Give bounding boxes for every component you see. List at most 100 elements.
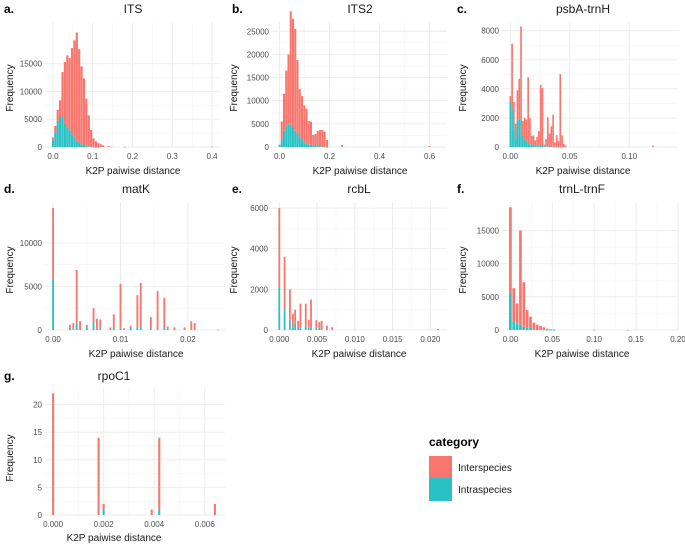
bar-interspecies — [552, 114, 554, 147]
bar-interspecies — [61, 72, 64, 117]
bar-interspecies — [532, 135, 535, 146]
bar-intraspecies — [511, 109, 513, 147]
bar-intraspecies — [52, 279, 55, 330]
bar-interspecies — [539, 84, 542, 146]
bar-intraspecies — [92, 146, 95, 148]
bar-interspecies — [548, 133, 551, 147]
bar-interspecies — [298, 89, 301, 138]
y-tick-label: 5000 — [24, 282, 42, 291]
bar-interspecies — [75, 32, 78, 141]
bar-interspecies — [294, 28, 297, 131]
bar-interspecies — [299, 303, 302, 328]
bar-intraspecies — [545, 329, 549, 331]
bar-intraspecies — [512, 321, 516, 330]
bar-intraspecies — [325, 329, 328, 331]
bar-intraspecies — [521, 135, 524, 147]
bar-interspecies — [52, 393, 55, 515]
x-axis-title: K2P paiwise distance — [312, 349, 407, 360]
bar-intraspecies — [56, 120, 59, 147]
panel-title: ITS — [124, 2, 143, 16]
bar-interspecies — [112, 314, 115, 328]
y-tick-label: 6000 — [250, 204, 268, 213]
legend-swatch-intraspecies — [429, 478, 452, 501]
bar-intraspecies — [296, 134, 299, 147]
bar-interspecies — [529, 117, 531, 145]
bar-interspecies — [545, 328, 549, 330]
bar-interspecies — [87, 115, 90, 147]
bar-interspecies — [546, 117, 549, 147]
bar-interspecies — [92, 308, 95, 323]
bar-interspecies — [519, 230, 522, 325]
bar-interspecies — [511, 43, 513, 110]
bar-intraspecies — [525, 327, 529, 330]
bar-interspecies — [51, 137, 55, 141]
y-axis-title: Frequency — [5, 434, 16, 481]
panel-rcbl: 0.000 0.005 0.010 0.015 0.020 0 2000 4000 6000 e… — [229, 182, 447, 360]
x-tick-label: 0.4 — [206, 152, 218, 161]
bar-intraspecies — [557, 146, 560, 148]
legend-label-intraspecies: Intraspecies — [458, 485, 512, 496]
bar-interspecies — [95, 318, 98, 330]
y-tick-label: 0 — [38, 143, 43, 152]
legend-swatch-interspecies — [429, 456, 452, 479]
bar-intraspecies — [520, 119, 522, 147]
bar-interspecies — [314, 134, 317, 146]
bar-intraspecies — [514, 138, 517, 147]
bar-interspecies — [521, 120, 524, 136]
bar-interspecies — [190, 321, 193, 330]
bar-intraspecies — [285, 126, 288, 147]
bar-intraspecies — [539, 145, 542, 147]
bar-interspecies — [149, 316, 152, 329]
bar-intraspecies — [300, 140, 304, 147]
bar-interspecies — [318, 130, 322, 147]
bar-interspecies — [539, 326, 542, 330]
bar-interspecies — [54, 125, 57, 133]
bar-intraspecies — [68, 130, 71, 147]
bar-interspecies — [303, 105, 306, 143]
bar-interspecies — [522, 282, 526, 327]
bar-interspecies — [437, 328, 439, 330]
bar-intraspecies — [509, 101, 512, 147]
bar-intraspecies — [529, 328, 532, 330]
panel-trnl-trnf: 0.00 0.05 0.10 0.15 0.20 0 5000 10000 15000 f. t… — [457, 182, 685, 360]
bar-interspecies — [552, 329, 556, 331]
x-tick-label: 0.000 — [43, 520, 64, 529]
bar-interspecies — [52, 208, 55, 280]
bar-interspecies — [75, 269, 78, 324]
bar-intraspecies — [80, 144, 83, 147]
y-tick-label: 20 — [33, 401, 42, 410]
bar-intraspecies — [136, 327, 139, 330]
bar-interspecies — [158, 437, 161, 510]
bar-intraspecies — [316, 146, 319, 147]
bar-intraspecies — [87, 146, 90, 148]
bar-interspecies — [183, 327, 186, 330]
bar-intraspecies — [310, 327, 312, 330]
bar-intraspecies — [559, 146, 562, 148]
bar-intraspecies — [69, 327, 71, 330]
bar-intraspecies — [321, 146, 324, 148]
bar-intraspecies — [288, 319, 291, 330]
bar-interspecies — [316, 130, 319, 147]
bar-interspecies — [323, 131, 326, 147]
bar-intraspecies — [530, 144, 533, 147]
bar-intraspecies — [539, 329, 542, 330]
bar-intraspecies — [63, 123, 66, 147]
bar-interspecies — [68, 58, 71, 131]
bar-interspecies — [59, 100, 62, 117]
bar-intraspecies — [554, 146, 556, 148]
bar-intraspecies — [112, 327, 115, 330]
bar-intraspecies — [109, 329, 112, 330]
panel-letter: d. — [4, 182, 15, 196]
bar-interspecies — [532, 322, 536, 329]
plot-area: 0.00 0.01 0.02 0 5000 10000 — [20, 202, 225, 344]
bar-intraspecies — [156, 329, 159, 330]
bar-interspecies — [529, 316, 532, 329]
y-tick-label: 0 — [38, 326, 43, 335]
bar-intraspecies — [561, 146, 563, 148]
bar-intraspecies — [534, 144, 537, 147]
bar-intraspecies — [555, 146, 558, 148]
x-tick-label: 0.0 — [274, 152, 286, 161]
bar-interspecies — [561, 135, 563, 147]
x-tick-label: 0.010 — [345, 335, 366, 344]
